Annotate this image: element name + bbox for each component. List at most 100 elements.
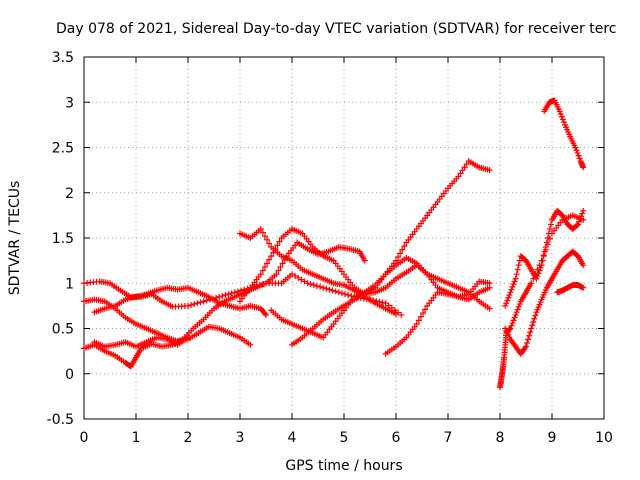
y-tick-label: 3.5 [52, 50, 74, 66]
data-point [273, 271, 280, 278]
data-point [516, 257, 523, 264]
data-point [578, 213, 585, 220]
data-point [342, 291, 349, 298]
data-point [279, 260, 286, 267]
data-point [225, 291, 232, 298]
axis-ticks: 0 1 2 3 4 5 6 7 8 9 10 -0.5 0 0.5 1 1.5 2 2.5 3 3.5 [47, 50, 613, 446]
x-tick-label: 3 [236, 430, 245, 446]
data-point [304, 280, 311, 287]
data-point [391, 307, 398, 314]
data-point [326, 286, 333, 293]
series-track-12 [502, 207, 587, 309]
data-point [537, 264, 544, 271]
data-point [219, 292, 226, 299]
y-tick-label: 0 [65, 367, 74, 383]
data-point [216, 293, 223, 300]
data-point [295, 274, 302, 281]
data-point [395, 254, 402, 261]
data-point [194, 300, 201, 307]
data-point [574, 149, 581, 156]
data-point [345, 292, 352, 299]
data-point [422, 306, 429, 313]
data-point [261, 263, 268, 270]
data-point [257, 225, 264, 232]
data-point [515, 262, 522, 269]
data-point [379, 299, 386, 306]
data-point [486, 280, 493, 287]
data-point [268, 253, 275, 260]
data-point [264, 236, 271, 243]
x-tick-label: 2 [184, 430, 193, 446]
y-tick-label: 2.5 [52, 141, 74, 157]
data-point [259, 229, 266, 236]
data-point [457, 170, 464, 177]
data-point [560, 119, 567, 126]
series-track-9 [289, 158, 493, 348]
data-point [270, 249, 277, 256]
data-point [385, 302, 392, 309]
data-point [261, 310, 268, 317]
data-point [504, 297, 511, 304]
data-point [228, 290, 235, 297]
data-point [576, 155, 583, 162]
data-point [507, 325, 514, 332]
data-point [506, 326, 513, 333]
data-point [332, 288, 339, 295]
data-point [272, 245, 279, 252]
data-point [505, 294, 512, 301]
data-point [511, 314, 518, 321]
data-point [529, 322, 536, 329]
data-point [556, 108, 563, 115]
data-point [417, 313, 424, 320]
data-point [323, 285, 330, 292]
data-point [528, 280, 535, 287]
data-point [197, 299, 204, 306]
data-point [486, 167, 493, 174]
data-point [393, 257, 399, 264]
data-point [264, 260, 271, 267]
data-point [247, 341, 254, 348]
data-point [512, 275, 519, 282]
data-point [310, 282, 317, 289]
x-tick-label: 5 [340, 430, 349, 446]
data-point [222, 292, 229, 299]
data-point [530, 318, 537, 325]
data-point [257, 271, 264, 278]
data-point [535, 270, 542, 277]
data-point [511, 278, 518, 285]
data-point [580, 284, 587, 291]
data-point [524, 339, 531, 346]
data-point [509, 320, 516, 327]
data-point [580, 216, 587, 223]
data-point [573, 147, 580, 154]
data-point [580, 262, 587, 269]
data-point [200, 298, 207, 305]
data-point [503, 300, 510, 307]
data-point [509, 283, 516, 290]
data-point [538, 262, 545, 269]
data-point [506, 292, 513, 299]
data-point [547, 221, 554, 228]
data-point [536, 267, 543, 274]
data-point [572, 144, 579, 151]
data-point [266, 256, 273, 263]
data-point [329, 287, 336, 294]
data-point [513, 309, 520, 316]
data-point [413, 320, 420, 327]
data-point [266, 240, 273, 247]
data-point [540, 253, 547, 260]
data-point [543, 239, 550, 246]
data-point [523, 343, 529, 350]
chart-title: Day 078 of 2021, Sidereal Day-to-day VTE… [56, 21, 616, 37]
data-point [382, 300, 389, 307]
data-point [533, 275, 540, 282]
data-point [261, 233, 268, 240]
data-point [514, 306, 521, 313]
data-point [461, 164, 468, 171]
data-point [338, 290, 345, 297]
x-tick-label: 8 [496, 430, 505, 446]
data-point [512, 311, 519, 318]
data-point [301, 278, 308, 285]
data-point [532, 312, 539, 319]
